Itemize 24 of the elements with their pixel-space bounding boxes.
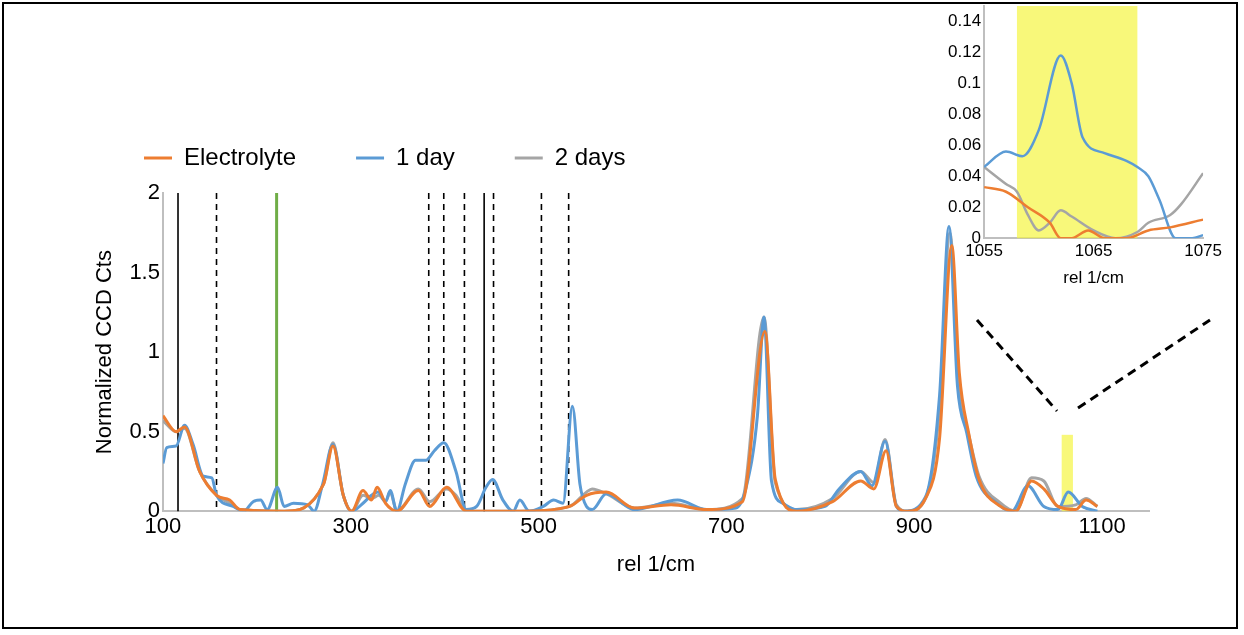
legend-label: 1 day [396,142,455,170]
y-tick-label: 0.14 [947,11,982,31]
y-tick-label: 0.04 [947,165,982,185]
x-tick-label: 900 [895,513,933,539]
x-tick-label: 1075 [1184,241,1222,261]
legend-label: Electrolyte [184,142,297,170]
y-tick-label: 0.06 [947,135,982,155]
x-tick-label: 500 [520,513,557,539]
y-tick-label: 0.02 [947,196,982,216]
x-axis-title: rel 1/cm [616,550,696,576]
y-tick-label: 0.5 [129,417,160,443]
y-tick-label: 1.5 [129,258,160,284]
y-tick-label: 0.1 [957,73,982,93]
y-tick-label: 1 [147,338,160,364]
x-tick-label: 700 [708,513,745,539]
x-tick-label: 300 [332,513,370,539]
y-tick-label: 0.12 [947,42,982,62]
legend-label: 2 days [554,142,626,170]
y-tick-label: 0.08 [947,104,982,124]
y-axis-title: Normalized CCD Cts [91,250,117,455]
x-tick-label: 1100 [1078,513,1126,539]
y-tick-label: 2 [147,179,160,205]
x-tick-label: 1065 [1074,241,1113,261]
x-axis-title: rel 1/cm [1063,268,1124,288]
